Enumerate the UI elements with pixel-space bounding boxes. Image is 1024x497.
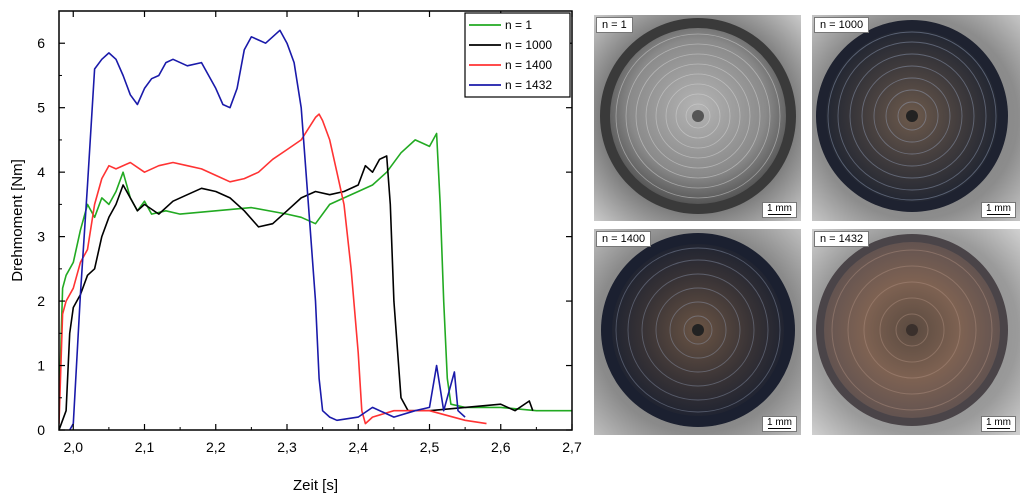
x-tick-label: 2,1 <box>135 439 155 455</box>
x-tick-label: 2,0 <box>64 439 84 455</box>
y-tick-label: 0 <box>37 422 45 438</box>
x-tick-label: 2,7 <box>562 439 582 455</box>
legend-label: n = 1400 <box>505 58 552 72</box>
photo-n1432: n = 1432 1 mm <box>812 229 1020 435</box>
legend-label: n = 1 <box>505 18 532 32</box>
photo-label: n = 1432 <box>814 231 870 247</box>
y-tick-label: 6 <box>37 35 45 51</box>
scale-bar: 1 mm <box>762 416 797 432</box>
x-tick-label: 2,2 <box>206 439 226 455</box>
x-tick-label: 2,5 <box>420 439 440 455</box>
scale-bar-text: 1 mm <box>986 417 1011 428</box>
series-line-3 <box>69 29 466 430</box>
legend-label: n = 1000 <box>505 38 552 52</box>
scale-bar-text: 1 mm <box>767 203 792 214</box>
scale-bar: 1 mm <box>981 202 1016 218</box>
legend-label: n = 1432 <box>505 78 552 92</box>
y-tick-label: 4 <box>37 164 45 180</box>
series-line-2 <box>59 113 487 425</box>
photo-n1000: n = 1000 1 mm <box>812 15 1020 221</box>
x-tick-label: 2,4 <box>349 439 369 455</box>
x-tick-label: 2,3 <box>277 439 297 455</box>
wear-surface-image <box>594 229 801 435</box>
legend-box <box>464 12 571 98</box>
x-axis-label: Zeit [s] <box>293 477 338 494</box>
scale-bar-text: 1 mm <box>986 203 1011 214</box>
scale-bar: 1 mm <box>981 416 1016 432</box>
photo-label: n = 1000 <box>814 17 870 33</box>
y-tick-label: 1 <box>37 358 45 374</box>
scale-bar-text: 1 mm <box>767 417 792 428</box>
wear-surface-image <box>594 15 801 221</box>
photo-label: n = 1400 <box>596 231 652 247</box>
photo-label: n = 1 <box>596 17 633 33</box>
y-tick-label: 3 <box>37 229 45 245</box>
photo-n1400: n = 1400 1 mm <box>594 229 801 435</box>
series-line-0 <box>59 132 572 412</box>
x-tick-label: 2,6 <box>491 439 511 455</box>
wear-surface-image <box>812 15 1020 221</box>
y-tick-label: 2 <box>37 293 45 309</box>
wear-surface-image <box>812 229 1020 435</box>
series-line-1 <box>59 155 534 430</box>
torque-chart: 2,0 2,1 2,2 2,3 2,4 2,5 2,6 2,7 0 1 2 3 4 5 6 Zeit [s] D… <box>9 10 582 494</box>
y-axis-label: Drehmoment [Nm] <box>9 159 26 282</box>
photo-n1: n = 1 1 mm <box>594 15 801 221</box>
scale-bar: 1 mm <box>762 202 797 218</box>
y-tick-label: 5 <box>37 100 45 116</box>
plot-frame <box>58 10 573 431</box>
